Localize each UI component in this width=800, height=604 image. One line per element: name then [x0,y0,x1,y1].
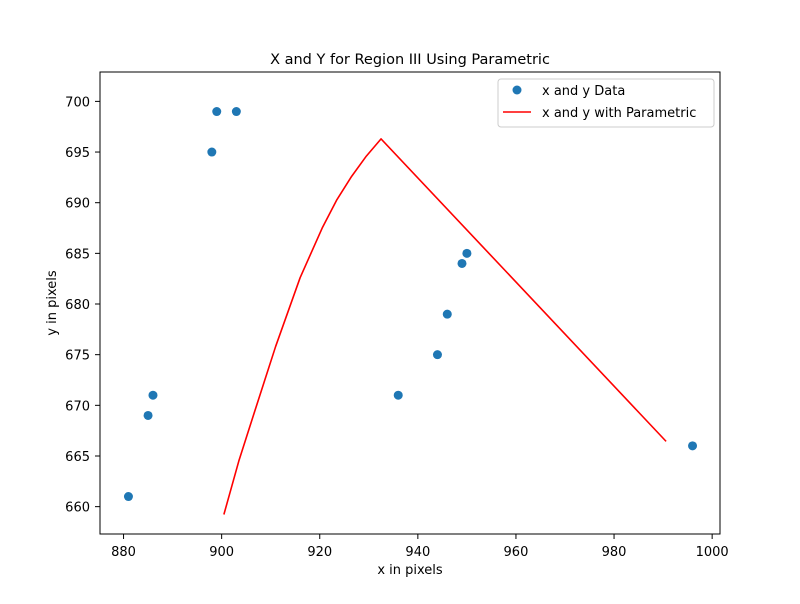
y-tick-label: 680 [65,298,90,313]
x-tick-label: 1000 [696,545,729,560]
data-point [207,147,217,157]
legend-box [497,78,715,128]
y-axis-label: y in pixels [45,270,60,336]
data-point [143,410,153,420]
legend-entries: x and y Data x and y with Parametric [503,84,696,121]
y-tick-label: 690 [65,197,90,212]
plot-frame [99,71,721,535]
y-tick-label: 675 [65,349,90,364]
legend-label: x and y Data [542,84,625,99]
legend: x and y Data x and y with Parametric [497,78,715,128]
data-point [231,107,241,117]
y-tick-label: 695 [65,146,90,161]
x-axis: 880 900 920 940 960 980 1000 [111,534,729,560]
y-tick-label: 665 [65,450,90,465]
x-tick-label: 960 [504,545,529,560]
y-tick-label: 670 [65,399,90,414]
parametric-line [223,138,667,515]
x-tick-label: 880 [111,545,136,560]
x-tick-label: 940 [405,545,430,560]
y-tick-label: 685 [65,247,90,262]
data-point [148,390,158,400]
y-tick-label: 700 [65,95,90,110]
data-point [442,309,452,319]
x-axis-label: x in pixels [377,563,443,578]
data-point [432,350,442,360]
x-tick-label: 900 [209,545,234,560]
legend-label: x and y with Parametric [542,106,696,121]
legend-marker-data [512,85,522,95]
data-point [457,258,467,268]
data-point [123,492,133,502]
chart-title: X and Y for Region III Using Parametric [270,52,550,68]
x-tick-label: 980 [602,545,627,560]
plot-area [99,71,721,535]
data-point [212,107,222,117]
y-axis: 660 665 670 675 680 685 690 695 700 [65,95,100,516]
x-tick-label: 920 [307,545,332,560]
data-point [688,441,698,451]
y-tick-label: 660 [65,501,90,516]
data-point [462,248,472,258]
data-point [393,390,403,400]
series-layer [123,107,698,515]
plot-background [100,72,720,534]
